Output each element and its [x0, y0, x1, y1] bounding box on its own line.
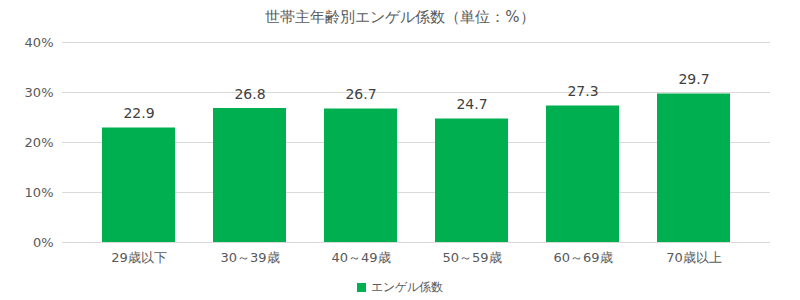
svg-text:10%: 10%: [25, 185, 54, 200]
svg-text:26.7: 26.7: [345, 86, 376, 102]
svg-text:26.8: 26.8: [234, 86, 265, 102]
svg-text:29.7: 29.7: [678, 71, 709, 87]
svg-text:50～59歳: 50～59歳: [442, 250, 501, 265]
svg-text:0%: 0%: [33, 235, 54, 250]
svg-text:60～69歳: 60～69歳: [553, 250, 612, 265]
svg-text:30～39歳: 30～39歳: [220, 250, 279, 265]
svg-text:70歳以上: 70歳以上: [666, 250, 722, 265]
svg-text:27.3: 27.3: [567, 83, 598, 99]
svg-text:20%: 20%: [25, 135, 54, 150]
svg-text:40～49歳: 40～49歳: [331, 250, 390, 265]
svg-text:22.9: 22.9: [123, 105, 154, 121]
html-text:世帯主年齢別エンゲル係数（単位：%）: 世帯主年齢別エンゲル係数（単位：%）: [265, 8, 535, 26]
svg-text:30%: 30%: [25, 85, 54, 100]
html-text:エンゲル係数: エンゲル係数: [371, 280, 443, 294]
svg-text:24.7: 24.7: [456, 96, 487, 112]
svg-text:40%: 40%: [25, 35, 54, 50]
svg-text:29歳以下: 29歳以下: [111, 250, 167, 265]
